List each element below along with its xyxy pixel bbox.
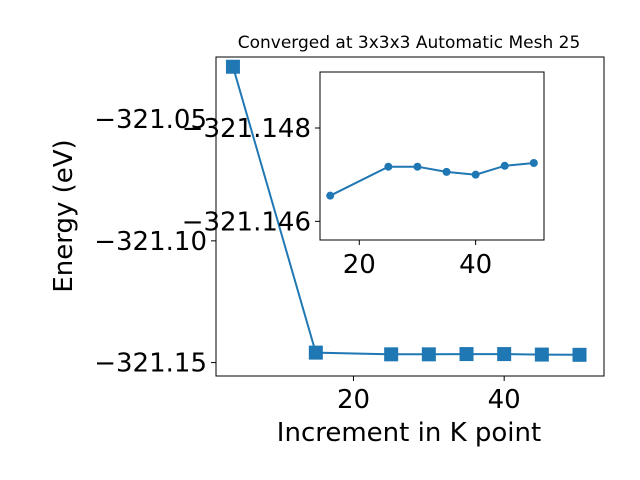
x-axis-label: Increment in K point xyxy=(277,418,541,448)
main-y-tick-label: −321.10 xyxy=(94,227,207,257)
main-plot: Converged at 3x3x3 Automatic Mesh 25 20 4… xyxy=(49,33,605,448)
main-x-tick-label: 20 xyxy=(337,385,370,415)
main-data-point xyxy=(497,347,512,362)
inset-data-point xyxy=(442,167,451,176)
inset-y-tick-label: −321.148 xyxy=(182,114,311,144)
main-data-point xyxy=(572,347,587,362)
inset-x-ticks: 20 40 xyxy=(343,240,492,280)
inset-x-tick-label: 20 xyxy=(343,250,376,280)
inset-series xyxy=(326,159,538,200)
inset-x-tick-label: 40 xyxy=(459,250,492,280)
inset-data-point xyxy=(413,162,422,171)
main-data-point xyxy=(308,345,323,360)
inset-data-point xyxy=(326,191,335,200)
inset-data-point xyxy=(471,170,480,179)
main-data-point xyxy=(225,59,240,74)
inset-plot: 20 40 −321.146−321.148 xyxy=(182,71,545,280)
main-x-tick-label: 40 xyxy=(488,385,521,415)
main-plot-frame xyxy=(215,56,605,377)
inset-plot-frame xyxy=(319,71,545,241)
main-data-point xyxy=(534,347,549,362)
inset-data-point xyxy=(384,162,393,171)
main-data-point xyxy=(421,347,436,362)
main-data-point xyxy=(384,347,399,362)
y-axis-label: Energy (eV) xyxy=(49,139,79,292)
main-series xyxy=(225,59,587,362)
inset-data-point xyxy=(500,161,509,170)
main-y-tick-label: −321.05 xyxy=(94,105,207,135)
inset-y-tick-label: −321.146 xyxy=(182,207,311,237)
inset-data-point xyxy=(529,159,538,167)
main-data-point xyxy=(459,347,474,362)
main-y-ticks: −321.05 −321.10 −321.15 xyxy=(94,105,216,379)
inset-y-ticks: −321.146 −321.148 xyxy=(182,114,320,237)
main-y-tick-label: −321.15 xyxy=(94,349,207,379)
inset-background xyxy=(320,72,544,240)
chart-title: Converged at 3x3x3 Automatic Mesh 25 xyxy=(238,33,581,53)
main-x-ticks: 20 40 xyxy=(337,376,521,415)
